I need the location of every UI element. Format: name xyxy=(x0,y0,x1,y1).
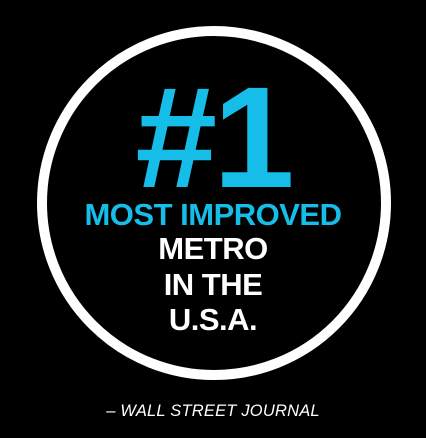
rank-number: #1 xyxy=(135,57,294,218)
headline-line-usa: U.S.A. xyxy=(168,302,258,337)
badge-circle xyxy=(37,26,391,380)
headline-line-in-the: IN THE xyxy=(163,267,263,302)
headline-line-metro: METRO xyxy=(158,231,268,266)
source-attribution: – WALL STREET JOURNAL xyxy=(106,402,320,420)
headline-line-most-improved: MOST IMPROVED xyxy=(84,197,342,232)
